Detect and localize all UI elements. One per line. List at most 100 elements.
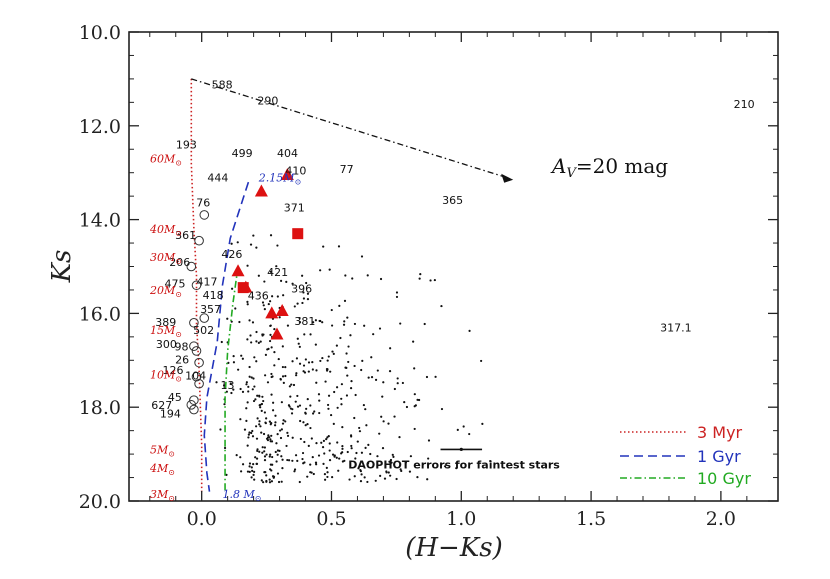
field-star: [268, 455, 271, 458]
field-star: [413, 393, 416, 396]
star-id-label: 381: [294, 315, 315, 328]
field-star: [277, 480, 281, 484]
field-star: [286, 434, 290, 437]
field-star: [230, 287, 234, 290]
field-star: [262, 304, 265, 307]
field-star: [293, 305, 296, 308]
field-star: [306, 292, 310, 295]
y-tick-label: 20.0: [79, 491, 121, 513]
field-star: [276, 453, 279, 456]
field-star: [270, 440, 274, 443]
red-triangle-star: [231, 264, 245, 277]
field-star: [281, 467, 284, 470]
field-star: [296, 337, 299, 340]
field-star: [226, 317, 229, 320]
reddening-arrowhead: [501, 173, 514, 183]
field-star: [263, 446, 266, 449]
reddening-label: AV=20 mag: [550, 154, 668, 181]
field-star: [379, 277, 383, 281]
field-star: [271, 295, 274, 298]
field-star: [248, 375, 251, 378]
field-star: [429, 279, 432, 282]
star-id-label: 588: [212, 78, 233, 91]
field-star: [270, 372, 273, 376]
field-star: [359, 479, 363, 483]
open-circle-star: [194, 357, 204, 368]
open-circle-star: [191, 346, 202, 356]
field-star: [258, 420, 261, 423]
star-id-label: 193: [176, 139, 197, 152]
field-star: [247, 436, 250, 439]
field-star: [396, 377, 399, 380]
field-star: [266, 439, 270, 442]
field-star: [311, 456, 314, 459]
field-star: [222, 384, 226, 387]
field-star: [349, 387, 353, 390]
field-star: [276, 433, 279, 436]
field-star: [346, 450, 349, 454]
field-star: [254, 398, 257, 401]
field-star: [301, 274, 304, 277]
field-star: [276, 244, 279, 247]
mass-label: 5M⊙: [150, 443, 175, 458]
field-star: [251, 429, 254, 433]
field-star: [267, 302, 270, 306]
field-star: [387, 471, 390, 474]
field-star: [247, 385, 250, 388]
field-star: [325, 367, 329, 371]
field-star: [268, 478, 271, 481]
field-star: [306, 298, 310, 301]
field-star: [427, 457, 430, 460]
star-id-label: 410: [285, 164, 306, 177]
field-star: [232, 361, 236, 364]
field-star: [252, 234, 255, 237]
field-star: [269, 438, 272, 441]
axis-ticks: 0.0 0.5 1.0 1.5 2.0 10.0 12.0 14.0 16.0 18.0 20.0: [79, 22, 778, 530]
field-star: [264, 471, 267, 474]
star-id-label: 26: [175, 353, 189, 366]
mass-label: 3M⊙: [150, 488, 175, 503]
field-star: [280, 401, 283, 404]
field-star: [259, 340, 262, 343]
open-circle-star: [194, 235, 204, 246]
field-star: [314, 461, 318, 464]
field-star: [252, 462, 255, 466]
field-star: [328, 449, 331, 452]
field-star: [335, 344, 338, 347]
field-star: [263, 411, 266, 414]
field-star: [404, 461, 408, 464]
field-star: [309, 463, 312, 466]
field-star: [293, 470, 296, 473]
field-star: [263, 280, 266, 283]
field-star: [412, 340, 415, 343]
field-star: [251, 388, 254, 391]
field-star: [269, 324, 272, 327]
field-star: [269, 453, 272, 456]
field-star: [358, 430, 362, 433]
field-star: [255, 360, 258, 363]
star-id-label: 417: [196, 275, 217, 288]
field-star: [318, 399, 321, 402]
field-star: [344, 366, 347, 369]
star-id-label: 389: [155, 316, 176, 329]
field-star: [353, 416, 356, 420]
red-triangle-star: [280, 168, 294, 181]
field-star: [250, 466, 253, 469]
field-star: [302, 364, 306, 367]
field-star: [311, 368, 314, 371]
field-star: [360, 451, 364, 454]
field-star: [294, 400, 297, 403]
field-star: [280, 428, 283, 431]
field-star: [312, 472, 315, 476]
field-star: [330, 413, 333, 417]
field-star: [353, 322, 357, 326]
field-star: [382, 381, 385, 384]
field-star: [320, 441, 323, 444]
field-star: [246, 300, 249, 303]
field-star: [395, 295, 399, 299]
red-square-star: [292, 228, 304, 240]
field-star: [350, 444, 353, 448]
x-tick-label: 0.0: [187, 508, 217, 530]
field-star: [326, 475, 329, 479]
field-star: [281, 345, 284, 348]
